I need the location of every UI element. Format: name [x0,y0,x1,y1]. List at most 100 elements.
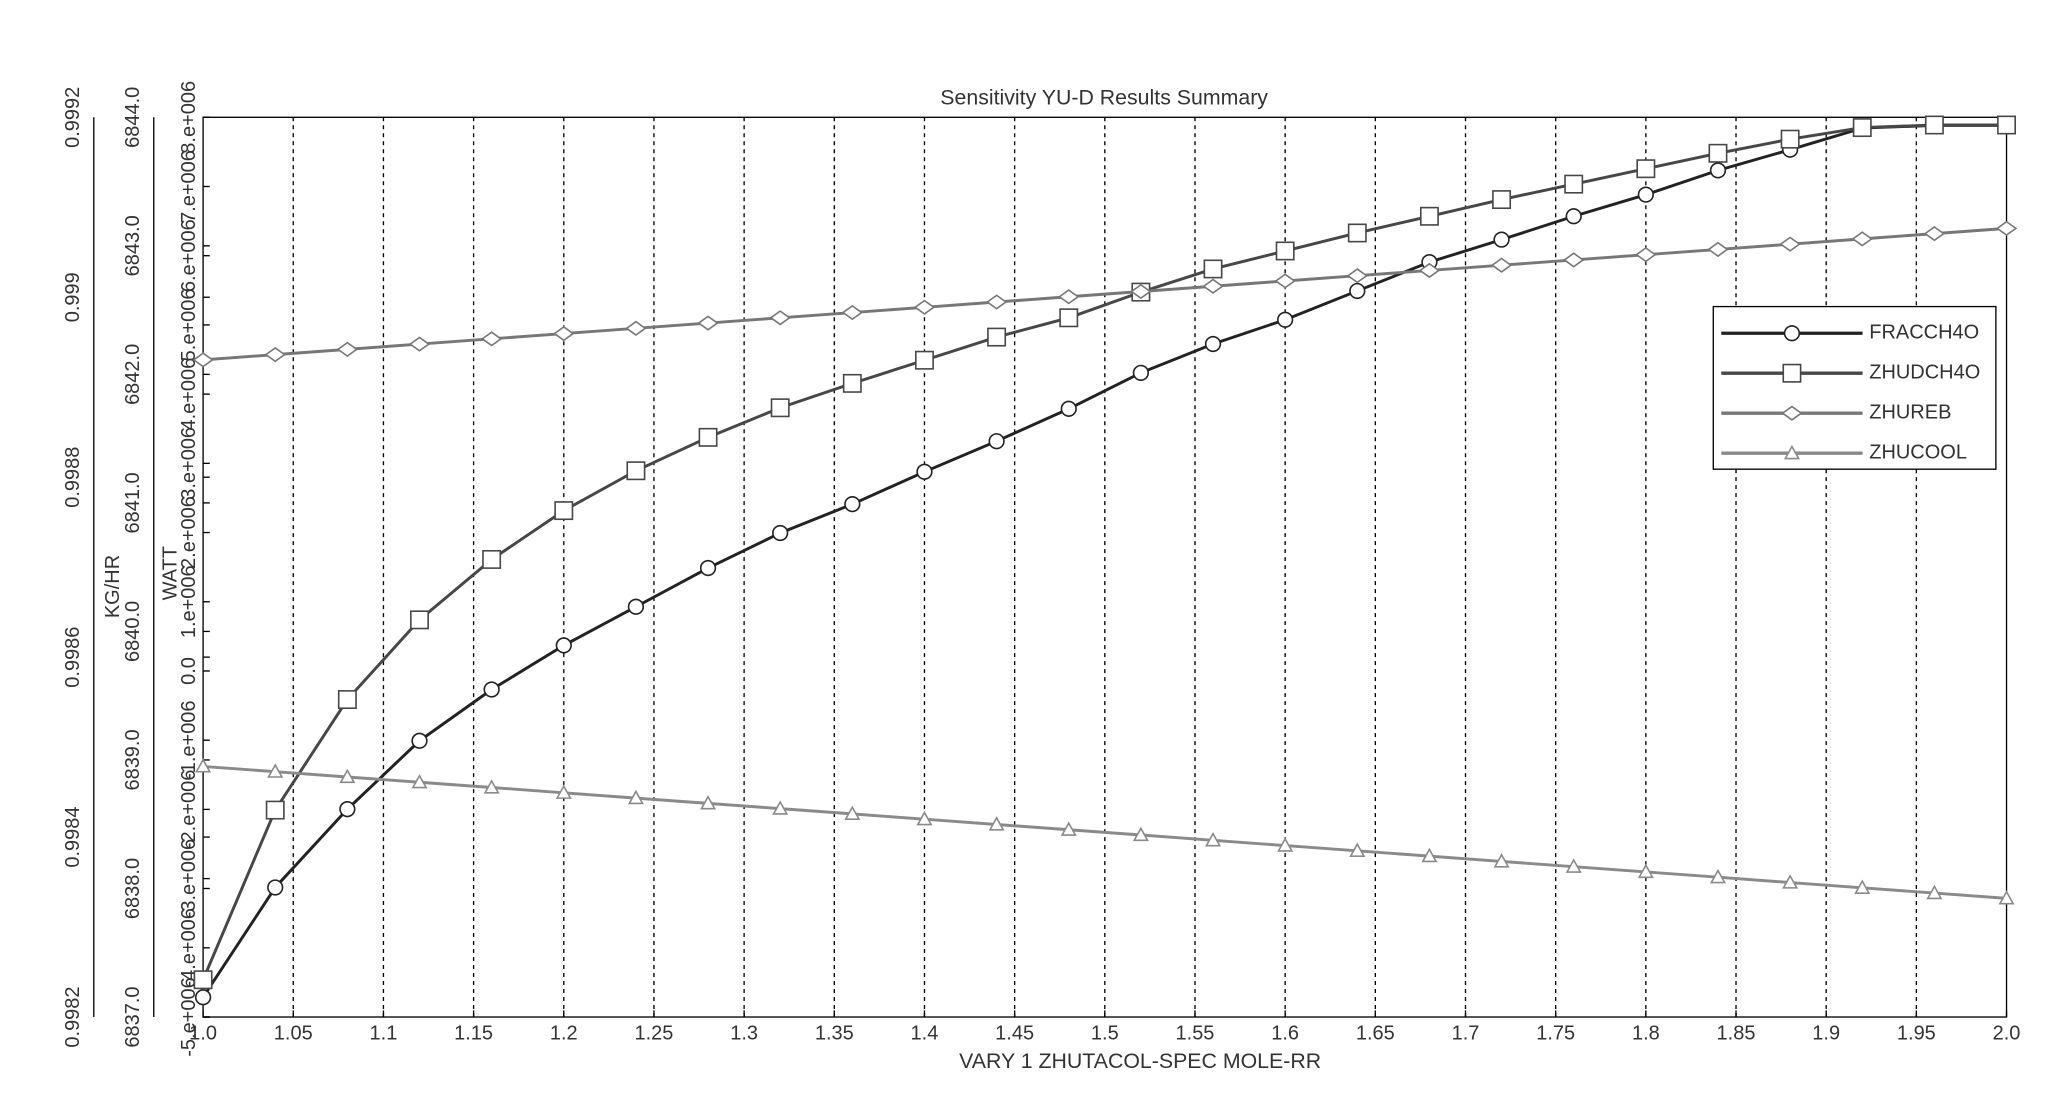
marker [1058,289,1080,305]
marker [1132,826,1149,842]
marker [1204,335,1222,353]
marker [1492,190,1512,210]
marker [1060,821,1077,836]
marker [916,810,933,826]
y3-tick-label: -5.e+006 [178,977,200,1056]
marker [1564,174,1584,194]
x-tick-label: 1.25 [634,1023,673,1045]
x-tick-label: 1.75 [1536,1023,1575,1045]
x-tick-label: 1.35 [815,1023,854,1045]
marker [1924,115,1944,135]
marker [267,763,284,778]
x-axis-label: VARY 1 ZHUTACOL-SPEC MOLE-RR [959,1049,1321,1073]
marker [700,795,717,810]
marker [411,773,428,789]
y-tick-label: 0.9982 [62,986,84,1047]
x-tick-label: 1.85 [1717,1023,1756,1045]
x-tick-label: 1.15 [454,1023,493,1045]
marker [1202,278,1224,294]
marker [1277,837,1294,852]
marker [265,800,285,820]
marker [264,346,286,363]
marker [1781,405,1803,421]
y-axis-label: KG/HR [102,555,124,618]
y3-tick-label: -2.e+006 [178,770,200,849]
marker [1998,890,2015,905]
x-tick-label: 1.3 [730,1023,758,1045]
marker [770,398,790,418]
y3-tick-label: 5.e+006 [178,289,200,362]
series-line [202,226,2007,362]
marker [1419,206,1439,226]
marker [1060,400,1077,417]
marker [1780,129,1800,149]
marker [627,598,645,615]
x-tick-label: 1.0 [189,1023,217,1045]
marker [1854,879,1871,894]
series-line [201,123,2007,981]
marker [913,299,936,315]
x-tick-label: 1.7 [1452,1023,1480,1045]
marker [698,427,718,447]
marker [554,501,574,521]
y-tick-label: 0.9992 [62,87,84,148]
marker [699,559,717,577]
marker [1204,832,1222,847]
marker [1926,884,1943,900]
legend-label: ZHUCOOL [1869,441,1967,463]
x-tick-label: 1.2 [550,1023,578,1045]
x-tick-label: 1.1 [370,1023,398,1045]
y2-tick-label: 6839.0 [122,729,144,790]
marker [410,610,429,630]
y2-tick-label: 6840.0 [122,601,144,662]
y-tick-label: 0.9986 [62,627,84,688]
marker [411,732,428,749]
x-tick-label: 1.65 [1356,1023,1395,1045]
marker [1997,115,2016,135]
x-tick-label: 1.05 [274,1023,313,1045]
y3-tick-label: -3.e+006 [178,839,200,918]
marker [1277,311,1294,328]
marker [844,496,861,513]
marker [987,327,1007,347]
marker [842,373,862,393]
marker [769,310,791,326]
marker [339,768,356,784]
marker [626,461,646,481]
marker [1493,231,1510,248]
marker [1782,363,1802,383]
y3-tick-label: 2.e+006 [178,496,200,569]
marker [1852,118,1872,138]
marker [916,463,933,480]
marker [336,341,359,358]
series-line [201,123,2007,999]
marker [1563,252,1585,268]
x-tick-label: 1.55 [1176,1023,1215,1045]
marker [627,789,644,805]
y3-tick-label: 8.e+006 [178,81,200,154]
legend: FRACCH4O ZHUDCH4O ZHUREB ZHUCOOL [1712,305,1997,470]
marker [1203,259,1223,279]
marker [267,879,284,896]
marker [483,681,500,698]
marker [1783,444,1800,460]
y3-tick-label: 1.e+006 [178,565,200,638]
marker [1418,262,1441,279]
y3-tick-label: -4.e+006 [178,908,200,987]
y3-axis-label: WATT [159,546,181,600]
legend-label: FRACCH4O [1869,322,1979,344]
marker [553,325,575,342]
marker [1923,225,1946,242]
marker [988,433,1005,450]
y3-tick-label: 4.e+006 [178,358,200,431]
marker [772,524,789,542]
marker [844,805,861,821]
marker [1347,223,1367,243]
y3-tick-label: 6.e+006 [178,219,200,292]
y2-tick-label: 6844.0 [122,87,144,148]
marker [480,331,503,347]
marker [1782,874,1799,889]
marker [1636,159,1656,179]
y3-tick-label: 0.0 [178,657,200,685]
